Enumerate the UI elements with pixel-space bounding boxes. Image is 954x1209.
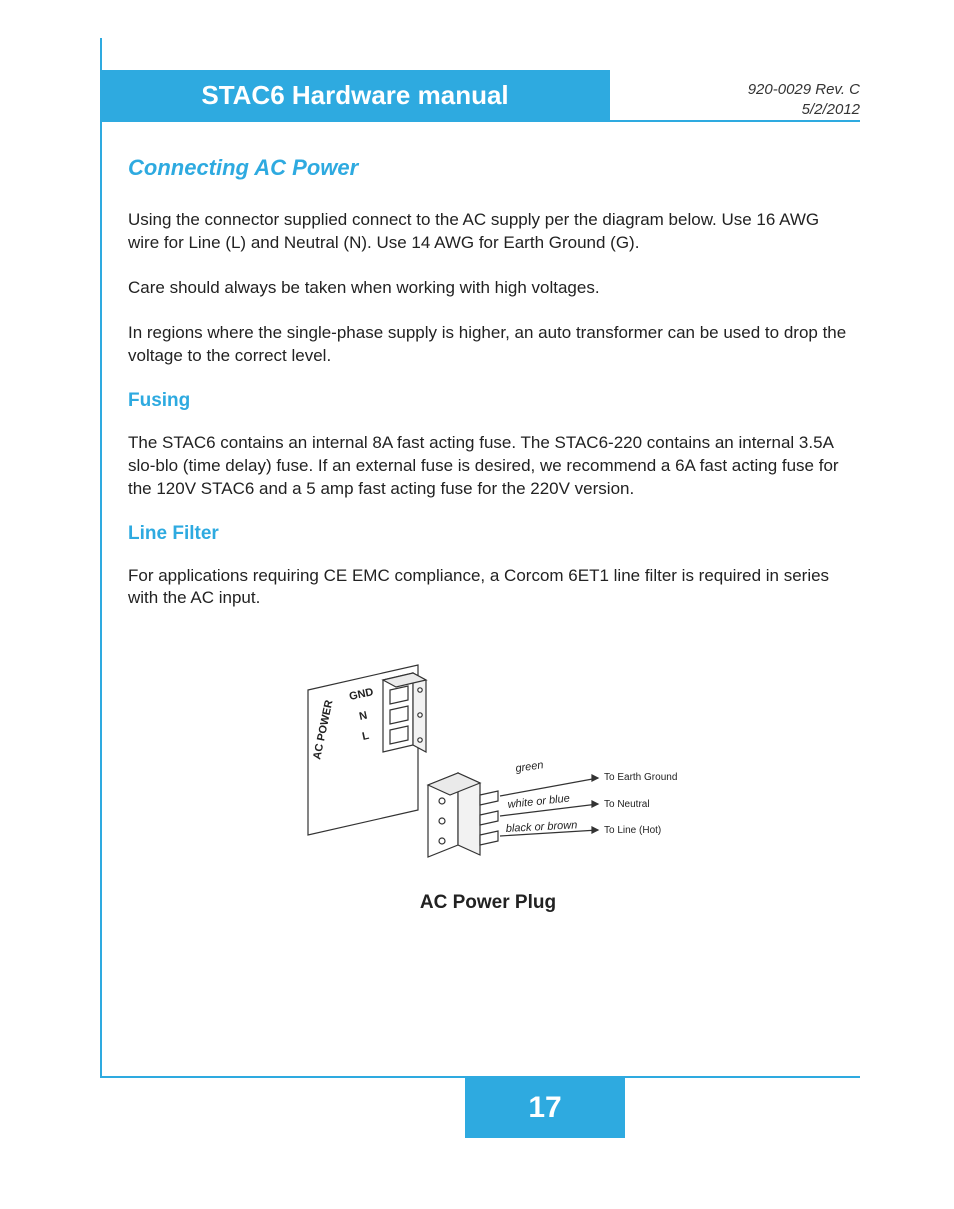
- fusing-paragraph: The STAC6 contains an internal 8A fast a…: [128, 432, 848, 501]
- linefilter-paragraph: For applications requiring CE EMC compli…: [128, 565, 848, 611]
- manual-title: STAC6 Hardware manual: [201, 80, 508, 111]
- fusing-heading: Fusing: [128, 390, 848, 412]
- page-content: Connecting AC Power Using the connector …: [128, 155, 848, 914]
- ac-power-diagram: AC POWER GND N L green white or blue bla…: [128, 660, 848, 914]
- header-title-band: STAC6 Hardware manual: [100, 70, 610, 120]
- ac-power-plug-svg: AC POWER GND N L green white or blue bla…: [268, 660, 708, 880]
- diagram-wire-black: black or brown: [506, 820, 578, 836]
- section-paragraph-3: In regions where the single-phase supply…: [128, 322, 848, 368]
- doc-metadata: 920-0029 Rev. C 5/2/2012: [640, 80, 860, 119]
- left-margin-rule: [100, 38, 102, 1078]
- diagram-dest-line: To Line (Hot): [604, 825, 661, 836]
- diagram-dest-earth: To Earth Ground: [604, 772, 677, 783]
- section-title: Connecting AC Power: [128, 155, 848, 181]
- diagram-caption: AC Power Plug: [420, 892, 556, 914]
- header-underline: [100, 120, 860, 122]
- page-number-band: 17: [465, 1078, 625, 1138]
- section-paragraph-1: Using the connector supplied connect to …: [128, 209, 848, 255]
- diagram-wire-green: green: [515, 760, 545, 776]
- diagram-dest-neutral: To Neutral: [604, 799, 650, 810]
- page-number: 17: [528, 1091, 561, 1125]
- linefilter-heading: Line Filter: [128, 523, 848, 545]
- doc-revision: 920-0029 Rev. C: [640, 80, 860, 100]
- doc-date: 5/2/2012: [640, 100, 860, 120]
- section-paragraph-2: Care should always be taken when working…: [128, 277, 848, 300]
